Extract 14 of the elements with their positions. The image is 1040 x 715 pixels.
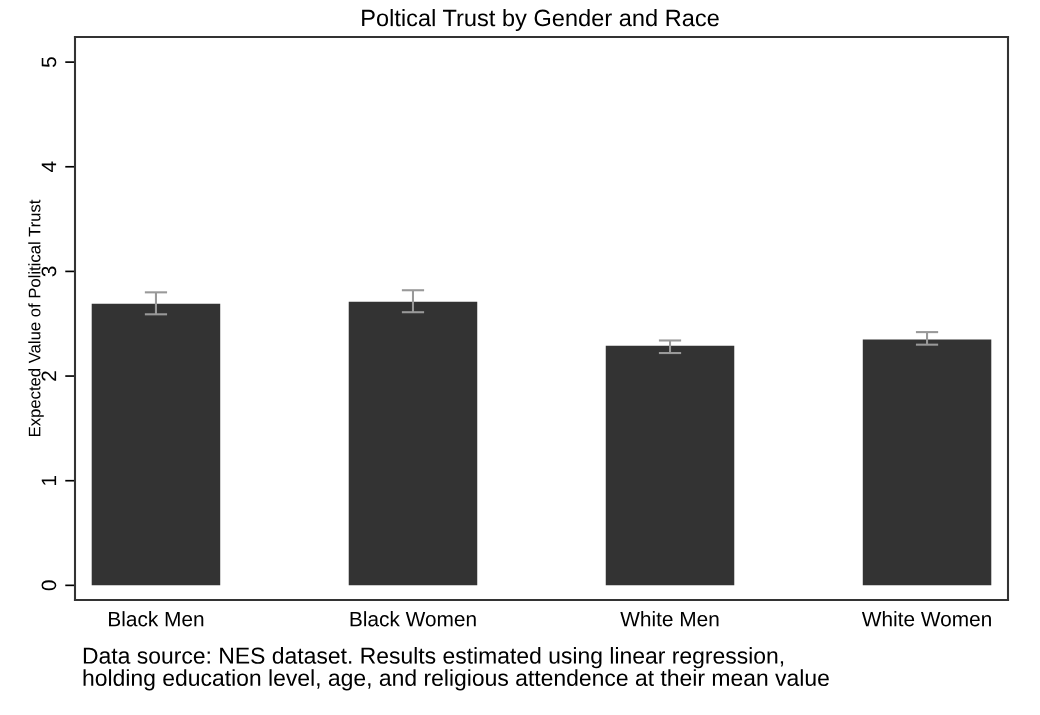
x-tick-label: White Men: [620, 611, 719, 627]
chart-title: Poltical Trust by Gender and Race: [362, 9, 719, 31]
bar: [91, 303, 221, 586]
y-tick-label: 1: [41, 475, 57, 485]
bar: [862, 339, 992, 586]
bar: [605, 345, 735, 586]
x-tick-label: Black Women: [350, 611, 476, 627]
source-note: Data source: NES dataset. Results estimated using linear regression, holding education level, age, and religious attendence at their mean value: [83, 647, 829, 691]
x-tick-label: Black Men: [109, 611, 204, 627]
bar: [348, 301, 478, 586]
y-tick-label: 0: [41, 580, 57, 591]
y-tick-label: 5: [41, 57, 57, 68]
y-tick-label: 4: [41, 161, 57, 173]
x-tick-label: White Women: [861, 611, 991, 627]
